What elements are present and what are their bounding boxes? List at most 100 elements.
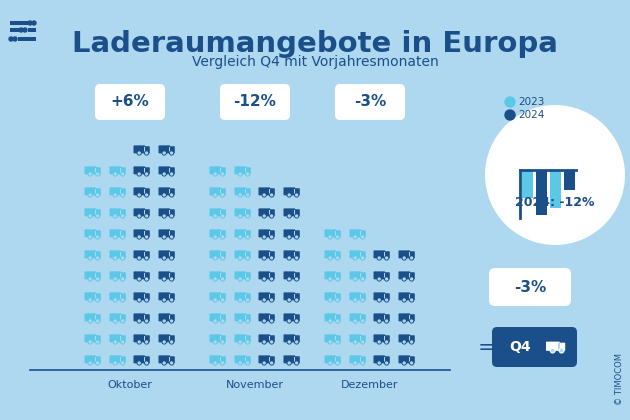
FancyBboxPatch shape <box>550 170 561 208</box>
Text: -3%: -3% <box>354 94 386 110</box>
FancyBboxPatch shape <box>220 188 226 195</box>
FancyBboxPatch shape <box>294 273 295 278</box>
Circle shape <box>271 278 273 280</box>
FancyBboxPatch shape <box>384 294 385 299</box>
Circle shape <box>263 278 265 280</box>
FancyBboxPatch shape <box>94 335 101 342</box>
FancyBboxPatch shape <box>120 335 126 342</box>
FancyBboxPatch shape <box>134 271 145 279</box>
Circle shape <box>220 340 224 344</box>
Circle shape <box>410 277 413 281</box>
Circle shape <box>262 277 266 281</box>
FancyBboxPatch shape <box>284 187 295 195</box>
FancyBboxPatch shape <box>120 167 126 174</box>
Circle shape <box>403 256 406 260</box>
FancyBboxPatch shape <box>258 187 270 195</box>
Circle shape <box>238 256 242 260</box>
FancyBboxPatch shape <box>399 292 410 300</box>
Circle shape <box>354 278 356 280</box>
Circle shape <box>238 319 242 323</box>
Circle shape <box>238 361 242 365</box>
FancyBboxPatch shape <box>94 209 101 216</box>
Circle shape <box>222 320 224 322</box>
FancyBboxPatch shape <box>144 314 150 321</box>
FancyBboxPatch shape <box>169 336 170 341</box>
Circle shape <box>28 21 32 25</box>
Circle shape <box>238 214 242 218</box>
FancyBboxPatch shape <box>94 272 101 279</box>
FancyBboxPatch shape <box>269 252 270 257</box>
FancyBboxPatch shape <box>294 209 300 216</box>
Circle shape <box>239 215 241 217</box>
Circle shape <box>378 278 380 280</box>
Circle shape <box>121 235 125 239</box>
FancyBboxPatch shape <box>360 356 366 363</box>
Circle shape <box>214 256 217 260</box>
FancyBboxPatch shape <box>84 334 96 342</box>
FancyBboxPatch shape <box>94 167 101 174</box>
FancyBboxPatch shape <box>220 189 221 194</box>
FancyBboxPatch shape <box>220 293 226 300</box>
Circle shape <box>386 299 387 301</box>
Circle shape <box>89 362 91 364</box>
FancyBboxPatch shape <box>360 252 361 257</box>
Circle shape <box>121 172 125 176</box>
Circle shape <box>377 340 381 344</box>
FancyBboxPatch shape <box>269 357 270 362</box>
FancyBboxPatch shape <box>110 313 121 321</box>
Circle shape <box>239 341 241 343</box>
Circle shape <box>214 193 217 197</box>
FancyBboxPatch shape <box>324 313 336 321</box>
Circle shape <box>137 193 141 197</box>
Circle shape <box>146 341 147 343</box>
Circle shape <box>246 256 249 260</box>
Circle shape <box>214 277 217 281</box>
FancyBboxPatch shape <box>269 210 270 215</box>
Circle shape <box>169 151 173 155</box>
Circle shape <box>113 193 117 197</box>
Text: -3%: -3% <box>514 279 546 294</box>
Circle shape <box>121 361 125 365</box>
FancyBboxPatch shape <box>94 293 101 300</box>
Circle shape <box>328 361 332 365</box>
Circle shape <box>262 298 266 302</box>
Circle shape <box>295 278 297 280</box>
FancyBboxPatch shape <box>120 168 121 173</box>
Circle shape <box>354 341 356 343</box>
Circle shape <box>295 235 299 239</box>
Circle shape <box>171 236 173 238</box>
FancyBboxPatch shape <box>95 315 96 320</box>
Circle shape <box>361 319 365 323</box>
Circle shape <box>238 298 242 302</box>
Circle shape <box>169 298 173 302</box>
FancyBboxPatch shape <box>245 315 246 320</box>
Circle shape <box>113 256 117 260</box>
Circle shape <box>163 257 165 259</box>
Circle shape <box>88 193 92 197</box>
Circle shape <box>122 320 123 322</box>
FancyBboxPatch shape <box>269 356 275 363</box>
FancyBboxPatch shape <box>220 231 221 236</box>
Circle shape <box>289 194 290 196</box>
FancyBboxPatch shape <box>258 334 270 342</box>
Circle shape <box>353 319 357 323</box>
Circle shape <box>88 298 92 302</box>
Text: =: = <box>478 338 496 358</box>
FancyBboxPatch shape <box>244 230 251 237</box>
Circle shape <box>262 361 266 365</box>
Circle shape <box>163 341 165 343</box>
FancyBboxPatch shape <box>120 357 121 362</box>
Circle shape <box>138 152 140 154</box>
Circle shape <box>262 340 266 344</box>
Circle shape <box>329 236 331 238</box>
FancyBboxPatch shape <box>360 272 366 279</box>
Circle shape <box>362 320 364 322</box>
Circle shape <box>505 97 515 107</box>
FancyBboxPatch shape <box>234 250 246 258</box>
FancyBboxPatch shape <box>210 166 221 174</box>
FancyBboxPatch shape <box>384 356 390 363</box>
FancyBboxPatch shape <box>95 357 96 362</box>
Circle shape <box>214 299 216 301</box>
FancyBboxPatch shape <box>110 250 121 258</box>
Circle shape <box>247 320 249 322</box>
